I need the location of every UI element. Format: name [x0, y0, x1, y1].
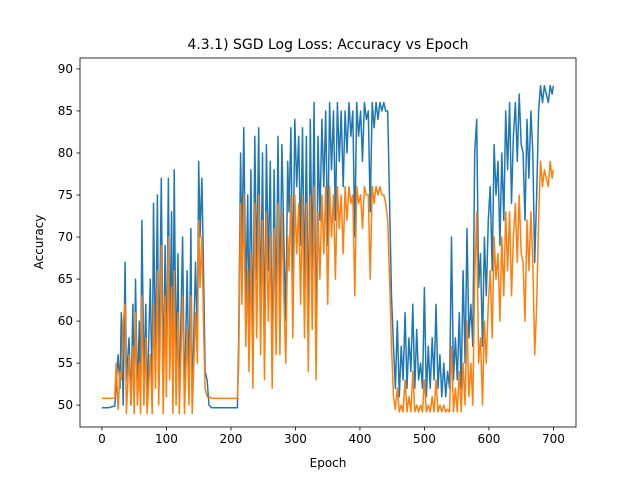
- series-line-2: [101, 160, 555, 415]
- x-tick-label: 100: [155, 432, 178, 446]
- x-tick-label: 300: [284, 432, 307, 446]
- chart-title: 4.3.1) SGD Log Loss: Accuracy vs Epoch: [187, 37, 468, 53]
- y-tick-label: 50: [58, 398, 73, 412]
- y-tick-label: 90: [58, 62, 73, 76]
- x-tick-label: 500: [413, 432, 436, 446]
- plot-frame: [79, 57, 577, 428]
- y-tick-label: 75: [58, 188, 73, 202]
- series-layer: [101, 84, 555, 415]
- x-tick-label: 600: [477, 432, 500, 446]
- y-tick-label: 65: [58, 272, 73, 286]
- x-tick-label: 700: [542, 432, 565, 446]
- y-tick-label: 80: [58, 146, 73, 160]
- x-axis-label: Epoch: [310, 456, 347, 470]
- y-tick-label: 70: [58, 230, 73, 244]
- x-tick-label: 200: [219, 432, 242, 446]
- x-tick-label: 0: [98, 432, 106, 446]
- y-tick-label: 55: [58, 356, 73, 370]
- series-lines: [101, 84, 555, 415]
- x-tick-label: 400: [348, 432, 371, 446]
- y-axis-label: Accuracy: [32, 215, 46, 270]
- axes-layer: 0 100 200 300 400 500 600 700 50 55 60 65 70 75 80 85 90: [58, 57, 577, 446]
- y-tick-label: 60: [58, 314, 73, 328]
- y-tick-label: 85: [58, 104, 73, 118]
